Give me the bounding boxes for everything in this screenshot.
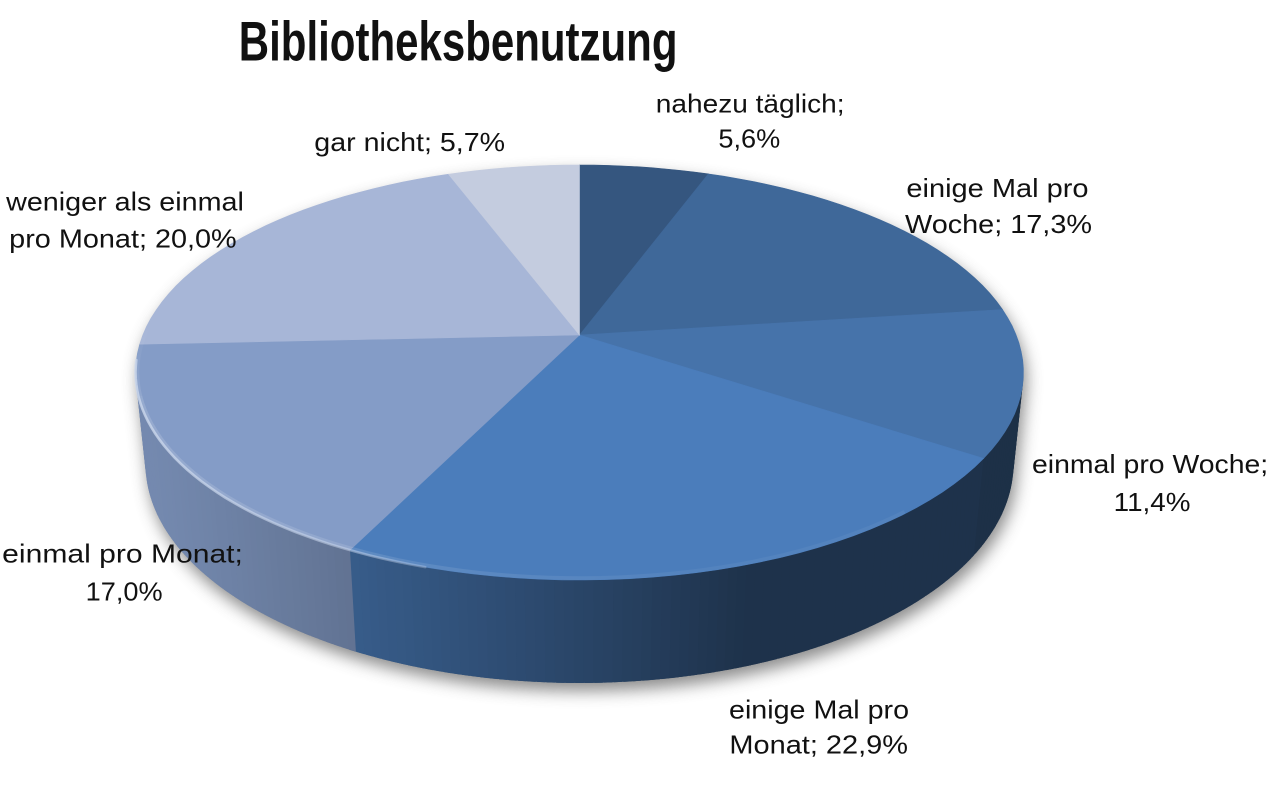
svg-text:pro Monat; 20,0%: pro Monat; 20,0% (9, 223, 237, 253)
svg-text:11,4%: 11,4% (1114, 487, 1191, 517)
svg-text:einmal pro Monat;: einmal pro Monat; (2, 539, 243, 569)
svg-text:17,0%: 17,0% (86, 576, 163, 606)
svg-text:Bibliotheksbenutzung: Bibliotheksbenutzung (239, 9, 678, 72)
svg-text:5,6%: 5,6% (718, 123, 780, 153)
svg-text:Woche; 17,3%: Woche; 17,3% (905, 209, 1092, 239)
svg-text:einmal pro Woche;: einmal pro Woche; (1032, 449, 1268, 479)
svg-text:einige Mal pro: einige Mal pro (729, 694, 909, 724)
svg-text:Monat; 22,9%: Monat; 22,9% (729, 730, 908, 760)
svg-text:einige Mal pro: einige Mal pro (906, 173, 1088, 203)
svg-text:nahezu täglich;: nahezu täglich; (656, 88, 845, 118)
svg-text:weniger als einmal: weniger als einmal (5, 187, 244, 217)
svg-text:gar nicht; 5,7%: gar nicht; 5,7% (314, 127, 505, 157)
